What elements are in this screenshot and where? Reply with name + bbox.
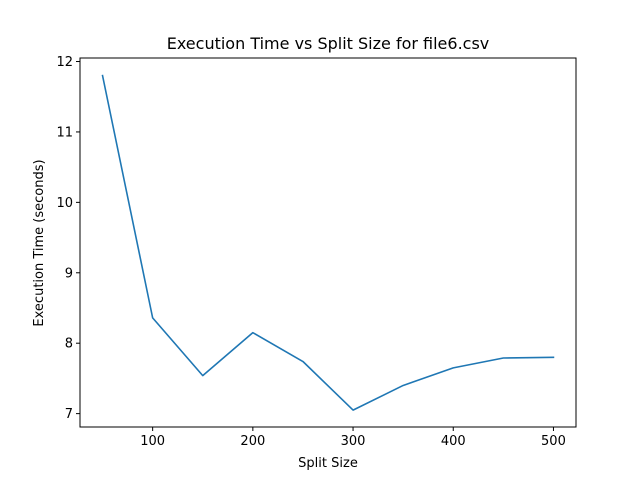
- series-layer: [101, 74, 555, 411]
- x-tick-label: 300: [341, 434, 366, 449]
- x-axis-ticks: 100 200 300 400 500: [140, 427, 566, 449]
- y-tick-label: 7: [65, 407, 73, 422]
- plot-area: [80, 58, 576, 427]
- y-tick-label: 9: [65, 266, 73, 281]
- y-axis-label: Execution Time (seconds): [32, 159, 47, 326]
- plot-frame: [79, 57, 577, 428]
- y-tick-label: 12: [56, 55, 73, 70]
- y-tick-label: 10: [56, 196, 73, 211]
- x-axis-label: Split Size: [298, 456, 358, 471]
- x-tick-label: 100: [140, 434, 165, 449]
- x-tick-label: 500: [541, 434, 566, 449]
- y-tick-label: 11: [56, 125, 73, 140]
- chart-title: Execution Time vs Split Size for file6.c…: [167, 34, 490, 53]
- x-tick-label: 200: [240, 434, 265, 449]
- y-axis-ticks: 7 8 9 10 11 12: [56, 55, 80, 422]
- series-line-0: [101, 74, 555, 411]
- x-tick-label: 400: [441, 434, 466, 449]
- y-tick-label: 8: [65, 337, 73, 352]
